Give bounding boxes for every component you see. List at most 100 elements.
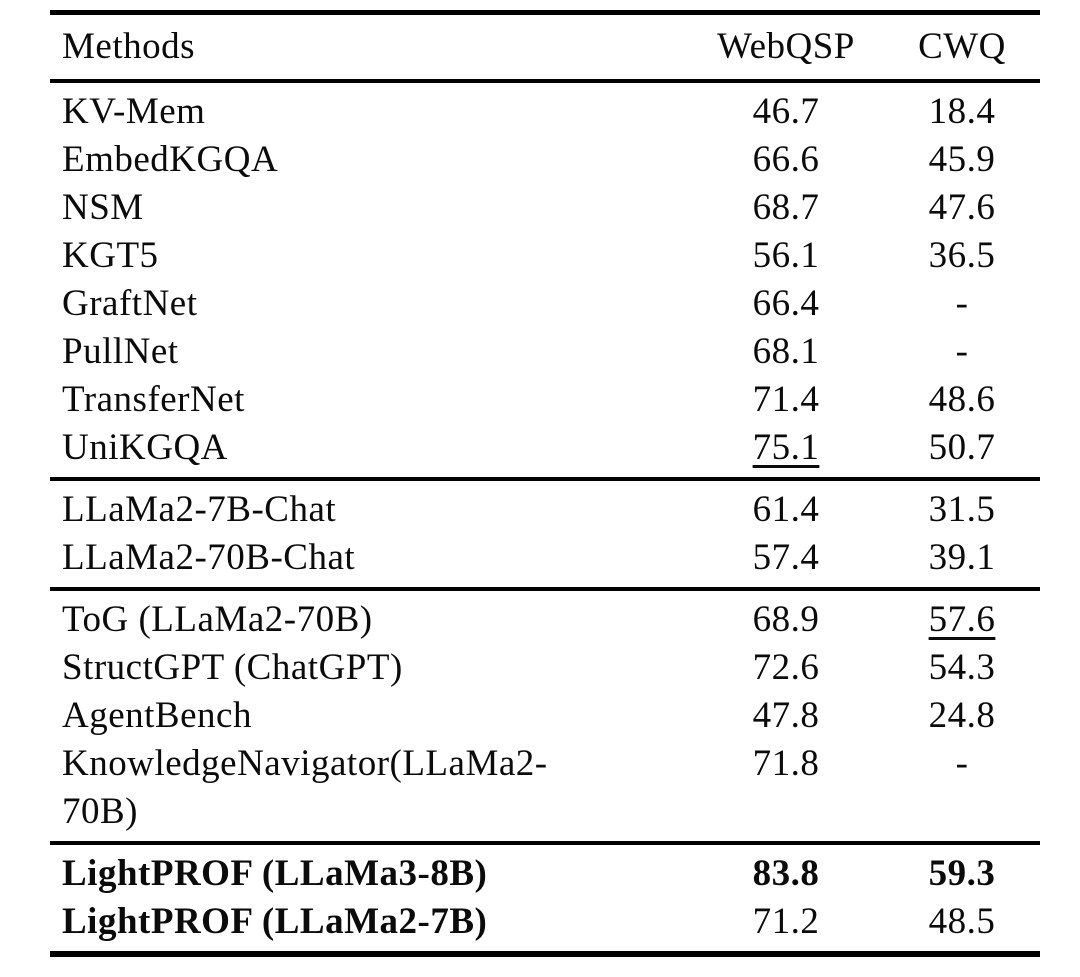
webqsp-cell: 66.6	[706, 136, 866, 184]
cwq-cell-text: -	[955, 283, 969, 324]
method-cell-text: EmbedKGQA	[62, 139, 279, 180]
cwq-cell-text: 39.1	[928, 537, 996, 578]
table-row: LLaMa2-70B-Chat 57.4 39.1	[50, 534, 1040, 582]
table-row: KnowledgeNavigator(LLaMa2-70B) 71.8 -	[50, 740, 1040, 836]
section-divider-rule	[50, 587, 1040, 591]
cwq-cell-text: 36.5	[928, 235, 996, 276]
cwq-cell-text: 47.6	[928, 187, 996, 228]
table-row: PullNet 68.1 -	[50, 328, 1040, 376]
cwq-cell: 36.5	[888, 232, 1036, 280]
method-cell-text: PullNet	[62, 331, 179, 372]
table-top-rule	[50, 10, 1040, 15]
webqsp-cell: 72.6	[706, 644, 866, 692]
webqsp-cell-text: 71.4	[752, 379, 820, 420]
webqsp-cell-text: 66.6	[752, 139, 820, 180]
method-cell-text: LightPROF (LLaMa3-8B)	[62, 853, 488, 894]
table-row: LLaMa2-7B-Chat 61.4 31.5	[50, 486, 1040, 534]
method-cell-text: LightPROF (LLaMa2-7B)	[62, 901, 488, 942]
webqsp-cell-text: 57.4	[752, 537, 820, 578]
method-cell-text: UniKGQA	[62, 427, 228, 468]
method-cell: EmbedKGQA	[50, 136, 610, 184]
table-row: TransferNet 71.4 48.6	[50, 376, 1040, 424]
webqsp-cell: 47.8	[706, 692, 866, 740]
method-cell: LLaMa2-7B-Chat	[50, 486, 610, 534]
method-cell: KGT5	[50, 232, 610, 280]
table-row: KV-Mem 46.7 18.4	[50, 88, 1040, 136]
cwq-cell: 45.9	[888, 136, 1036, 184]
method-cell-text: LLaMa2-7B-Chat	[62, 489, 337, 530]
table-row: AgentBench 47.8 24.8	[50, 692, 1040, 740]
cwq-cell: 18.4	[888, 88, 1036, 136]
method-cell-text: KV-Mem	[62, 91, 206, 132]
method-cell-text: TransferNet	[62, 379, 245, 420]
section-divider-rule	[50, 841, 1040, 845]
webqsp-cell: 71.8	[706, 740, 866, 788]
method-cell: LightPROF (LLaMa3-8B)	[50, 850, 610, 898]
table-header-row: Methods WebQSP CWQ	[50, 15, 1040, 79]
cwq-cell: 24.8	[888, 692, 1036, 740]
table-row: UniKGQA 75.1 50.7	[50, 424, 1040, 472]
table-row: LightPROF (LLaMa2-7B) 71.2 48.5	[50, 898, 1040, 946]
method-cell: ToG (LLaMa2-70B)	[50, 596, 610, 644]
cwq-cell: 50.7	[888, 424, 1036, 472]
method-cell: KV-Mem	[50, 88, 610, 136]
cwq-cell-text: 48.6	[928, 379, 996, 420]
table-row: StructGPT (ChatGPT) 72.6 54.3	[50, 644, 1040, 692]
table-bottom-rule	[50, 951, 1040, 957]
method-cell-text: AgentBench	[62, 695, 252, 736]
cwq-cell-text: 48.5	[928, 901, 996, 942]
table-row: NSM 68.7 47.6	[50, 184, 1040, 232]
method-cell-text: KnowledgeNavigator(LLaMa2-70B)	[62, 743, 548, 832]
header-cwq: CWQ	[918, 26, 1006, 67]
section-divider-rule	[50, 477, 1040, 481]
cwq-cell: 47.6	[888, 184, 1036, 232]
webqsp-cell: 66.4	[706, 280, 866, 328]
webqsp-cell: 46.7	[706, 88, 866, 136]
method-cell-text: LLaMa2-70B-Chat	[62, 537, 356, 578]
method-cell: StructGPT (ChatGPT)	[50, 644, 610, 692]
webqsp-cell-text: 68.9	[752, 599, 820, 640]
header-methods: Methods	[62, 26, 195, 67]
cwq-cell-text: -	[955, 331, 969, 372]
table-row: ToG (LLaMa2-70B) 68.9 57.6	[50, 596, 1040, 644]
method-cell: TransferNet	[50, 376, 610, 424]
cwq-cell: -	[888, 740, 1036, 788]
cwq-cell: -	[888, 280, 1036, 328]
table-row: EmbedKGQA 66.6 45.9	[50, 136, 1040, 184]
webqsp-cell-text: 68.1	[752, 331, 820, 372]
webqsp-cell: 75.1	[706, 424, 866, 472]
header-webqsp: WebQSP	[717, 26, 855, 67]
table-row: KGT5 56.1 36.5	[50, 232, 1040, 280]
cwq-cell: -	[888, 328, 1036, 376]
method-cell-text: NSM	[62, 187, 144, 228]
table-section-lightprof-ours: LightPROF (LLaMa3-8B) 83.8 59.3 LightPROF (…	[50, 845, 1040, 951]
method-cell: LightPROF (LLaMa2-7B)	[50, 898, 610, 946]
webqsp-cell: 71.2	[706, 898, 866, 946]
webqsp-cell-text: 83.8	[752, 853, 820, 894]
webqsp-cell: 68.7	[706, 184, 866, 232]
table-row: GraftNet 66.4 -	[50, 280, 1040, 328]
cwq-cell-text: 54.3	[928, 647, 996, 688]
method-cell: LLaMa2-70B-Chat	[50, 534, 610, 582]
cwq-cell-text: 45.9	[928, 139, 996, 180]
table-body: KV-Mem 46.7 18.4 EmbedKGQA 66.6 45.9 NSM 68.7 47…	[50, 83, 1040, 957]
webqsp-cell-text: 46.7	[752, 91, 820, 132]
webqsp-cell-text: 71.2	[752, 901, 820, 942]
method-cell: KnowledgeNavigator(LLaMa2-70B)	[50, 740, 610, 836]
webqsp-cell: 71.4	[706, 376, 866, 424]
webqsp-cell-text: 71.8	[752, 743, 820, 784]
header-bottom-rule	[50, 79, 1040, 83]
cwq-cell-text: 59.3	[928, 853, 996, 894]
cwq-cell-text: 24.8	[928, 695, 996, 736]
webqsp-cell-text: 56.1	[752, 235, 820, 276]
webqsp-cell: 83.8	[706, 850, 866, 898]
method-cell-text: StructGPT (ChatGPT)	[62, 647, 403, 688]
cwq-cell: 39.1	[888, 534, 1036, 582]
cwq-cell-text: -	[955, 743, 969, 784]
method-cell: AgentBench	[50, 692, 610, 740]
webqsp-cell: 57.4	[706, 534, 866, 582]
webqsp-cell: 61.4	[706, 486, 866, 534]
method-cell: GraftNet	[50, 280, 610, 328]
method-cell-text: GraftNet	[62, 283, 198, 324]
